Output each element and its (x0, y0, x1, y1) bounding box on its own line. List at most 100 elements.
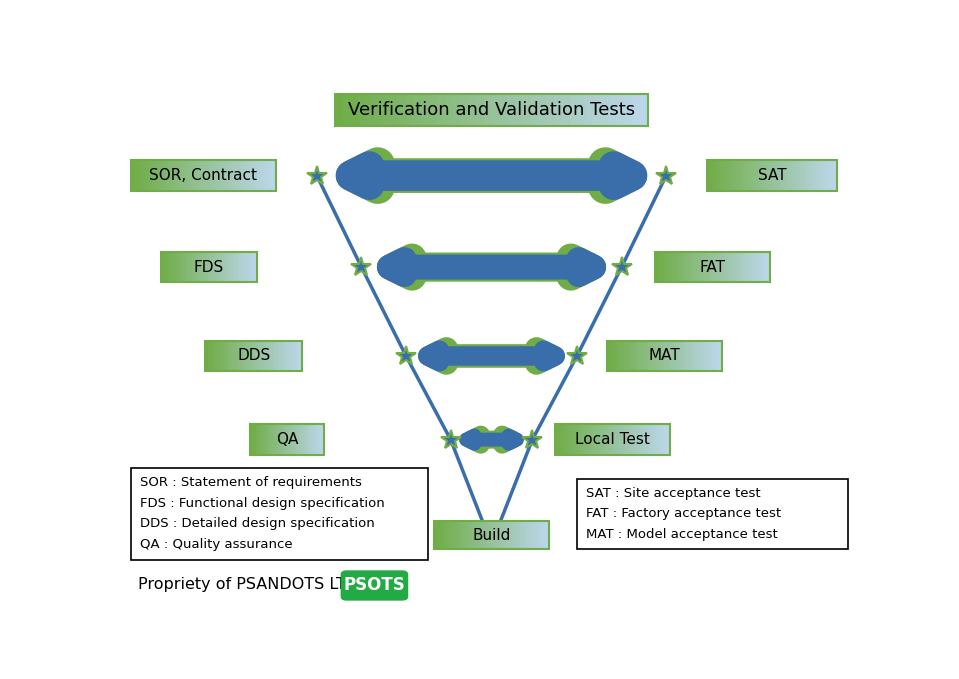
Bar (560, 424, 563, 455)
Bar (710, 252, 713, 282)
Bar (253, 341, 256, 371)
Bar (160, 160, 164, 191)
Bar (747, 252, 750, 282)
Bar (250, 252, 252, 282)
Bar (684, 252, 687, 282)
Bar (633, 341, 636, 371)
Bar (547, 521, 550, 549)
Bar (234, 341, 237, 371)
Bar (782, 160, 785, 191)
Bar (199, 160, 203, 191)
Bar (707, 160, 711, 191)
Bar (236, 252, 238, 282)
Bar (236, 160, 240, 191)
Bar (265, 424, 267, 455)
Bar (182, 252, 185, 282)
Bar (302, 424, 304, 455)
Bar (315, 424, 316, 455)
Bar (264, 341, 266, 371)
Bar (702, 341, 705, 371)
Bar (656, 341, 659, 371)
Bar (761, 252, 764, 282)
Text: Propriety of PSANDOTS LTD: Propriety of PSANDOTS LTD (138, 577, 359, 593)
Bar (642, 341, 644, 371)
Bar (721, 252, 724, 282)
Bar (308, 424, 310, 455)
Bar (756, 160, 760, 191)
Bar (507, 94, 515, 126)
Bar (213, 341, 215, 371)
Bar (690, 341, 693, 371)
Bar (577, 479, 849, 549)
Bar (477, 521, 480, 549)
Bar (290, 341, 292, 371)
Bar (263, 424, 265, 455)
Bar (521, 521, 524, 549)
Bar (746, 160, 749, 191)
Bar (554, 424, 557, 455)
Bar (218, 160, 222, 191)
Bar (433, 521, 436, 549)
Bar (156, 160, 160, 191)
Bar (685, 341, 688, 371)
Text: Local Test: Local Test (574, 432, 649, 447)
Bar (589, 424, 592, 455)
Bar (730, 160, 733, 191)
Bar (171, 252, 173, 282)
Bar (592, 424, 595, 455)
Bar (229, 341, 232, 371)
Bar (476, 94, 483, 126)
Bar (244, 160, 247, 191)
Bar (821, 160, 824, 191)
Bar (681, 252, 684, 282)
Bar (209, 252, 212, 282)
Bar (436, 521, 439, 549)
Bar (201, 252, 204, 282)
Bar (454, 521, 456, 549)
Bar (512, 521, 515, 549)
Bar (716, 341, 719, 371)
Bar (468, 521, 471, 549)
Bar (744, 252, 747, 282)
Bar (228, 252, 231, 282)
Bar (833, 160, 837, 191)
Bar (570, 94, 577, 126)
Bar (171, 160, 175, 191)
Bar (655, 252, 770, 282)
Bar (272, 160, 276, 191)
Bar (653, 341, 656, 371)
Bar (322, 424, 324, 455)
Bar (316, 424, 318, 455)
Bar (465, 521, 468, 549)
Bar (474, 521, 477, 549)
Bar (451, 521, 454, 549)
Bar (217, 252, 219, 282)
Bar (175, 160, 178, 191)
Bar (716, 160, 720, 191)
Bar (632, 94, 640, 126)
FancyBboxPatch shape (340, 570, 409, 601)
Bar (239, 341, 242, 371)
Bar (764, 252, 767, 282)
Bar (215, 160, 218, 191)
Bar (503, 521, 506, 549)
Bar (483, 94, 491, 126)
Bar (713, 252, 715, 282)
Bar (698, 252, 701, 282)
Bar (219, 252, 222, 282)
Bar (791, 160, 795, 191)
Bar (336, 94, 343, 126)
Bar (530, 94, 538, 126)
Bar (262, 160, 265, 191)
Bar (580, 424, 583, 455)
Bar (554, 424, 669, 455)
Bar (433, 521, 550, 549)
Bar (462, 521, 465, 549)
Bar (692, 252, 695, 282)
Bar (620, 424, 623, 455)
Bar (287, 424, 289, 455)
Bar (593, 94, 600, 126)
Bar (390, 94, 398, 126)
Bar (753, 252, 756, 282)
Bar (197, 160, 199, 191)
